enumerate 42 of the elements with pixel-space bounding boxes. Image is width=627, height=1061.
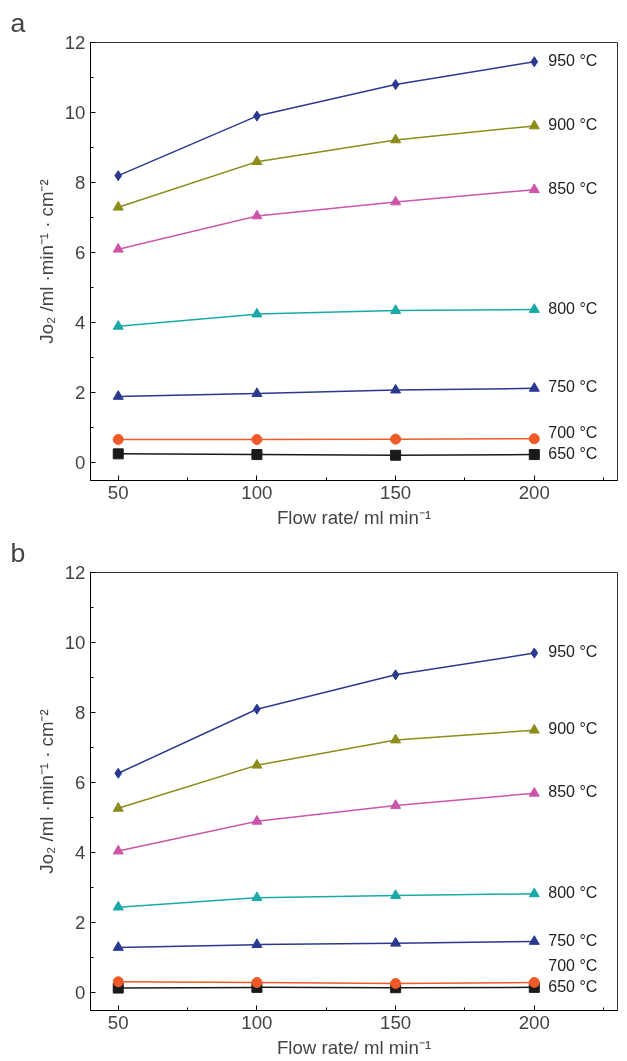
y-tick-label: 8 bbox=[75, 172, 86, 194]
x-tick-label: 100 bbox=[241, 481, 273, 503]
y-tick-label: 6 bbox=[75, 242, 86, 264]
x-tick-label: 150 bbox=[380, 481, 412, 503]
series-label: 900 °C bbox=[548, 116, 598, 134]
series-label: 650 °C bbox=[548, 444, 598, 462]
y-tick-label: 12 bbox=[64, 562, 86, 583]
y-tick-label: 6 bbox=[75, 772, 86, 794]
x-tick-label: 150 bbox=[380, 1011, 412, 1033]
series-label: 950 °C bbox=[548, 643, 598, 661]
series-label: 750 °C bbox=[548, 378, 598, 396]
series-label: 850 °C bbox=[548, 179, 598, 197]
y-tick-label: 0 bbox=[75, 982, 86, 1004]
series-label: 700 °C bbox=[548, 424, 598, 442]
series-label: 800 °C bbox=[548, 299, 598, 317]
y-tick-label: 12 bbox=[64, 32, 86, 53]
y-tick-label: 0 bbox=[75, 452, 86, 474]
y-tick-label: 2 bbox=[75, 382, 86, 404]
series-label: 750 °C bbox=[548, 931, 598, 949]
x-tick-label: 50 bbox=[107, 1011, 129, 1033]
x-tick-label: 50 bbox=[107, 481, 129, 503]
x-tick-label: 200 bbox=[518, 1011, 550, 1033]
chart-title: a bbox=[10, 7, 26, 38]
y-tick-label: 4 bbox=[75, 842, 86, 864]
series-label: 900 °C bbox=[548, 720, 598, 738]
series-label: 800 °C bbox=[548, 883, 598, 901]
y-tick-label: 10 bbox=[64, 102, 86, 124]
y-tick-label: 10 bbox=[64, 632, 86, 654]
y-tick-label: 2 bbox=[75, 912, 86, 934]
series-label: 950 °C bbox=[548, 51, 598, 69]
x-tick-label: 200 bbox=[518, 481, 550, 503]
series-label: 700 °C bbox=[548, 957, 598, 975]
y-axis-title: Jo₂ /ml ·min⁻¹ · cm⁻² bbox=[35, 179, 57, 344]
y-axis-title: Jo₂ /ml ·min⁻¹ · cm⁻² bbox=[35, 709, 57, 874]
series-label: 650 °C bbox=[548, 977, 598, 995]
x-tick-label: 100 bbox=[241, 1011, 273, 1033]
series-label: 850 °C bbox=[548, 783, 598, 801]
x-axis-title: Flow rate/ ml min⁻¹ bbox=[276, 1036, 432, 1058]
chart-title: b bbox=[10, 537, 26, 568]
y-tick-label: 4 bbox=[75, 312, 86, 334]
y-tick-label: 8 bbox=[75, 702, 86, 724]
x-axis-title: Flow rate/ ml min⁻¹ bbox=[276, 506, 432, 528]
